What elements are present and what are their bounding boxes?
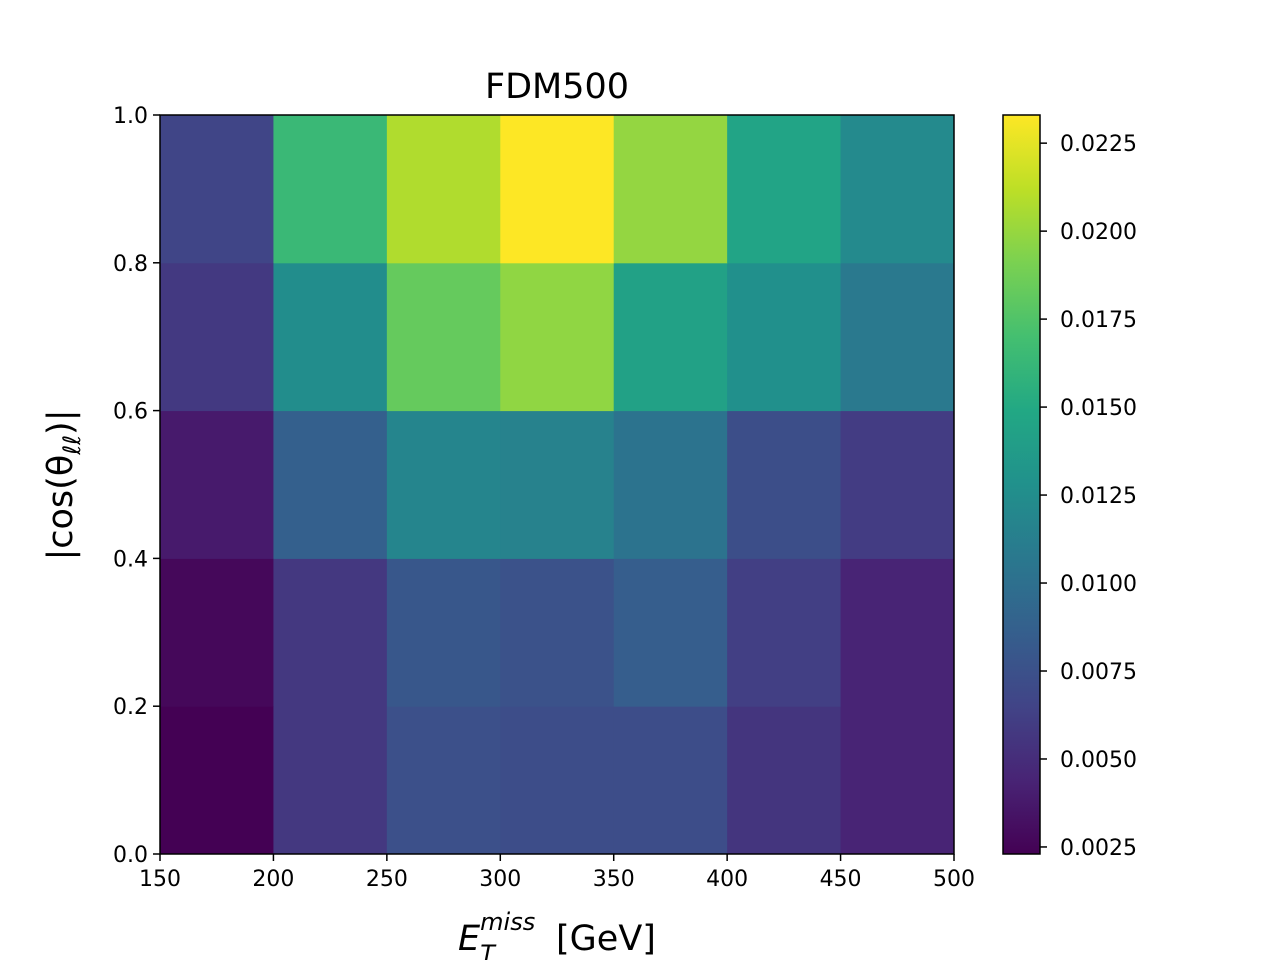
y-tick-label: 0.2 xyxy=(113,695,148,720)
x-tick-label: 500 xyxy=(933,867,975,892)
heatmap-cell xyxy=(840,558,955,707)
colorbar-tick-label: 0.0125 xyxy=(1060,484,1137,509)
heatmap-cell xyxy=(613,115,728,264)
y-tick-label: 0.8 xyxy=(113,252,148,277)
heatmap-cell xyxy=(160,706,274,855)
heatmap-cell xyxy=(160,262,274,412)
x-axis-label: Emiss T [GeV] xyxy=(458,908,656,960)
x-axis-ticks: 150 200 250 300 350 400 450 500 xyxy=(139,854,975,892)
heatmap-cell xyxy=(386,262,501,412)
heatmap-cell xyxy=(840,115,955,264)
colorbar-gradient xyxy=(1003,115,1040,854)
heatmap-cell xyxy=(727,262,842,412)
x-tick-label: 200 xyxy=(252,867,294,892)
heatmap-cell xyxy=(273,410,388,559)
y-tick-label: 0.0 xyxy=(113,843,148,868)
x-tick-label: 150 xyxy=(139,867,181,892)
x-axis-label-superscript: miss xyxy=(480,908,535,936)
y-axis-label-subscript: ℓℓ xyxy=(58,435,86,456)
heatmap-cell xyxy=(840,410,955,559)
heatmap-cell xyxy=(386,558,501,707)
heatmap-cell xyxy=(273,558,388,707)
colorbar-tick-label: 0.0025 xyxy=(1060,836,1137,861)
x-axis-label-subscript: T xyxy=(480,940,497,960)
heatmap-cell xyxy=(613,706,728,855)
colorbar-frame xyxy=(1002,114,1041,855)
colorbar-ticks: 0.0025 0.0050 0.0075 0.0100 0.0125 0.0150 0.01… xyxy=(1040,132,1137,861)
heatmap-cell xyxy=(160,558,274,707)
colorbar-tick-label: 0.0200 xyxy=(1060,220,1137,245)
y-axis-label-main: |cos(θ xyxy=(41,455,81,561)
heatmap-cell xyxy=(727,115,842,264)
x-tick-label: 350 xyxy=(593,867,635,892)
heatmap-cell xyxy=(840,262,955,412)
heatmap-cell xyxy=(500,558,615,707)
colorbar: 0.0025 0.0050 0.0075 0.0100 0.0125 0.0150 0.01… xyxy=(1002,114,1137,861)
colorbar-tick-label: 0.0100 xyxy=(1060,572,1137,597)
x-tick-label: 450 xyxy=(820,867,862,892)
heatmap-cell xyxy=(727,410,842,559)
x-axis-label-symbol: E xyxy=(458,919,481,959)
heatmap-cell xyxy=(273,115,388,264)
x-tick-label: 250 xyxy=(366,867,408,892)
chart-title: FDM500 xyxy=(485,67,629,107)
colorbar-tick-label: 0.0150 xyxy=(1060,396,1137,421)
y-tick-label: 0.4 xyxy=(113,547,148,572)
heatmap-cell xyxy=(840,706,955,855)
colorbar-tick-label: 0.0050 xyxy=(1060,748,1137,773)
heatmap-cell xyxy=(613,262,728,412)
y-axis-label: |cos(θℓℓ)| xyxy=(41,409,86,560)
heatmap-cell xyxy=(273,262,388,412)
heatmap-cell xyxy=(386,706,501,855)
heatmap-cell xyxy=(500,115,615,264)
x-tick-label: 300 xyxy=(479,867,521,892)
colorbar-tick-label: 0.0075 xyxy=(1060,660,1137,685)
heatmap-cell xyxy=(160,410,274,559)
colorbar-tick-label: 0.0175 xyxy=(1060,308,1137,333)
x-axis-label-unit: [GeV] xyxy=(545,919,656,959)
heatmap-cell xyxy=(386,115,501,264)
heatmap-cell xyxy=(500,706,615,855)
plot-frame xyxy=(159,114,955,855)
y-tick-label: 0.6 xyxy=(113,400,148,425)
heatmap-cell xyxy=(613,410,728,559)
heatmap-cells xyxy=(160,115,955,855)
heatmap-cell xyxy=(613,558,728,707)
heatmap-cell xyxy=(273,706,388,855)
y-axis-ticks: 0.0 0.2 0.4 0.6 0.8 1.0 xyxy=(113,104,160,868)
heatmap-cell xyxy=(386,410,501,559)
heatmap-cell xyxy=(160,115,274,264)
heatmap-cell xyxy=(500,262,615,412)
x-tick-label: 400 xyxy=(706,867,748,892)
colorbar-tick-label: 0.0225 xyxy=(1060,132,1137,157)
y-tick-label: 1.0 xyxy=(113,104,148,129)
y-axis-label-close: )| xyxy=(41,409,81,434)
heatmap-cell xyxy=(727,706,842,855)
heatmap-cell xyxy=(500,410,615,559)
heatmap-cell xyxy=(727,558,842,707)
